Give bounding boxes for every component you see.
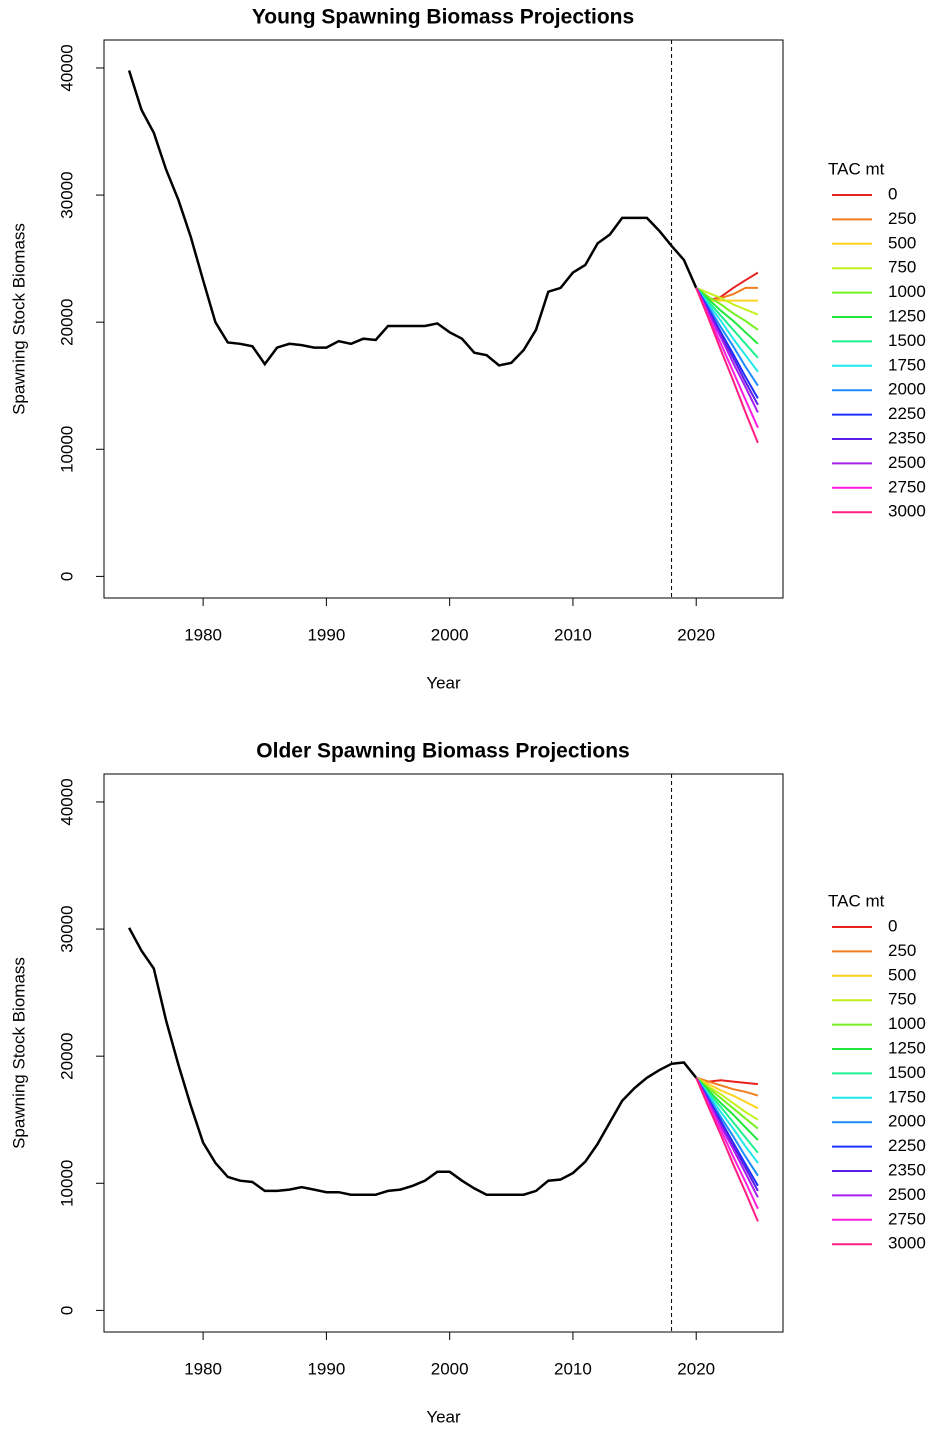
projection-line — [695, 1077, 759, 1177]
projection-line — [695, 287, 759, 373]
y-tick-label: 40000 — [57, 778, 76, 825]
x-tick-label: 1990 — [307, 1359, 345, 1378]
x-tick-label: 2010 — [554, 1359, 592, 1378]
legend-label: 2250 — [888, 404, 926, 423]
legend-label: 2000 — [888, 1112, 926, 1131]
projection-line — [695, 287, 759, 331]
projection-line — [695, 287, 759, 345]
projection-line — [695, 1077, 759, 1222]
legend-label: 2000 — [888, 380, 926, 399]
y-tick-label: 10000 — [57, 1160, 76, 1207]
legend-label: 250 — [888, 209, 916, 228]
x-tick-label: 1980 — [184, 625, 222, 644]
x-tick-label: 2020 — [677, 1359, 715, 1378]
chart-title: Older Spawning Biomass Projections — [256, 740, 629, 763]
legend-label: 250 — [888, 941, 916, 960]
legend-title: TAC mt — [828, 159, 885, 178]
projection-line — [695, 287, 759, 387]
legend-label: 500 — [888, 965, 916, 984]
legend-label: 1250 — [888, 1038, 926, 1057]
legend-label: 2750 — [888, 1209, 926, 1228]
y-tick-label: 40000 — [57, 44, 76, 91]
x-tick-label: 2020 — [677, 625, 715, 644]
x-tick-label: 2010 — [554, 625, 592, 644]
legend-label: 2500 — [888, 453, 926, 472]
x-axis-label: Year — [426, 673, 461, 692]
legend-label: 1000 — [888, 1014, 926, 1033]
legend-label: 1750 — [888, 355, 926, 374]
projection-line — [695, 1077, 759, 1141]
legend-label: 1000 — [888, 282, 926, 301]
legend-label: 1500 — [888, 1063, 926, 1082]
legend-label: 0 — [888, 184, 897, 203]
y-tick-label: 30000 — [57, 171, 76, 218]
y-tick-label: 0 — [57, 1306, 76, 1315]
projection-line — [695, 1077, 759, 1164]
legend-label: 3000 — [888, 502, 926, 521]
legend-label: 2250 — [888, 1136, 926, 1155]
legend-label: 500 — [888, 233, 916, 252]
y-tick-label: 0 — [57, 572, 76, 581]
legend-label: 750 — [888, 258, 916, 277]
y-tick-label: 20000 — [57, 299, 76, 346]
y-tick-label: 20000 — [57, 1033, 76, 1080]
history-line — [128, 927, 698, 1196]
legend-label: 0 — [888, 916, 897, 935]
x-axis-label: Year — [426, 1407, 461, 1426]
projection-line — [695, 287, 759, 359]
plot-frame — [103, 39, 784, 599]
x-tick-label: 2000 — [431, 1359, 469, 1378]
y-axis-label: Spawning Stock Biomass — [9, 223, 28, 415]
y-tick-label: 30000 — [57, 905, 76, 952]
legend-label: 2750 — [888, 477, 926, 496]
legend-label: 3000 — [888, 1234, 926, 1253]
plot-frame — [103, 773, 784, 1333]
projection-line — [695, 1076, 759, 1110]
x-tick-label: 1980 — [184, 1359, 222, 1378]
legend-label: 1250 — [888, 306, 926, 325]
legend-label: 750 — [888, 990, 916, 1009]
legend-title: TAC mt — [828, 891, 885, 910]
legend-label: 1500 — [888, 331, 926, 350]
legend-label: 2350 — [888, 1160, 926, 1179]
legend-label: 2350 — [888, 428, 926, 447]
projection-line — [695, 1076, 759, 1097]
y-axis-label: Spawning Stock Biomass — [9, 957, 28, 1149]
chart-title: Young Spawning Biomass Projections — [252, 6, 634, 29]
x-tick-label: 2000 — [431, 625, 469, 644]
history-line — [127, 70, 698, 367]
projection-line — [695, 1077, 759, 1130]
projection-line — [695, 286, 759, 316]
projection-line — [695, 287, 759, 444]
x-tick-label: 1990 — [307, 625, 345, 644]
y-tick-label: 10000 — [57, 426, 76, 473]
legend-label: 1750 — [888, 1087, 926, 1106]
legend-label: 2500 — [888, 1185, 926, 1204]
